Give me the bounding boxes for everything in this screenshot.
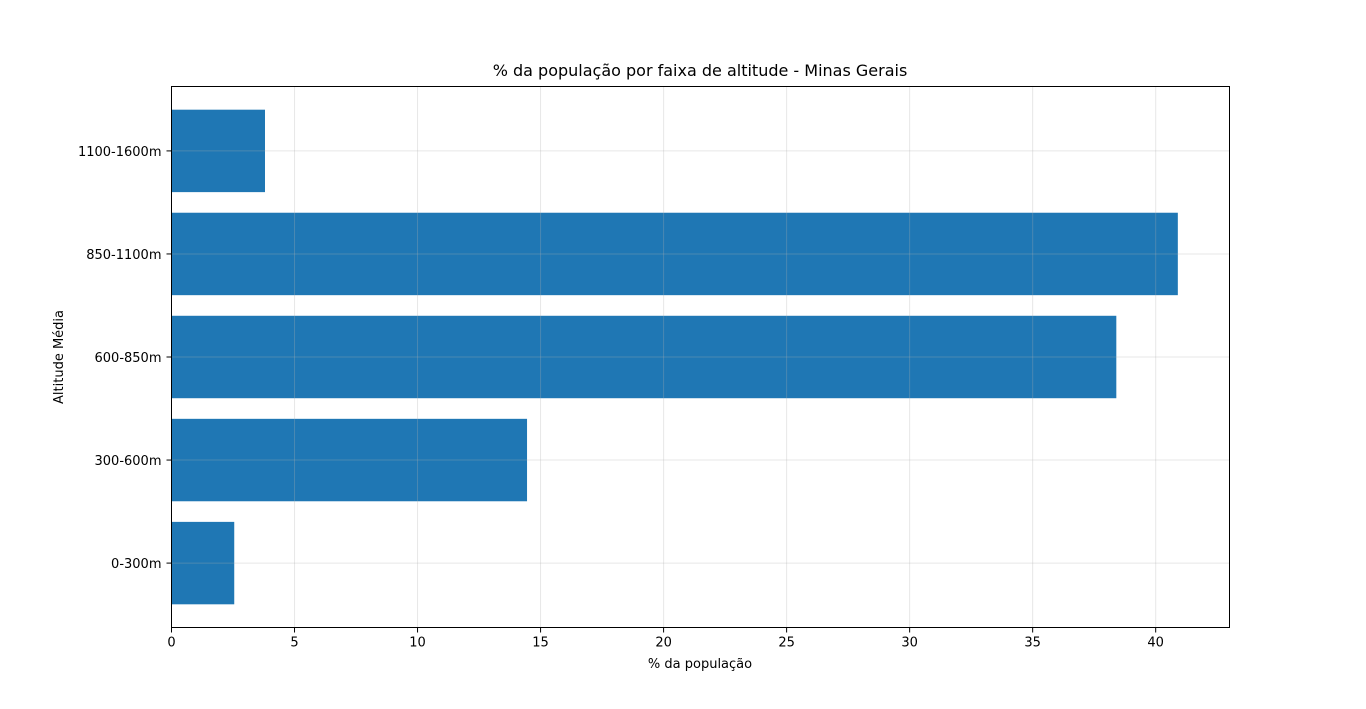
x-tick-label: 40 — [1147, 636, 1164, 651]
chart-title: % da população por faixa de altitude - M… — [493, 61, 908, 80]
y-axis-label: Altitude Média — [52, 310, 67, 404]
bar-1100-1600m — [171, 109, 265, 193]
x-tick-label: 5 — [290, 636, 298, 651]
bars — [171, 109, 1178, 605]
bar-600-850m — [171, 315, 1117, 399]
y-tick-label: 600-850m — [95, 351, 162, 366]
bar-850-1100m — [171, 212, 1178, 296]
x-tick-label: 35 — [1024, 636, 1041, 651]
x-tick-label: 30 — [901, 636, 918, 651]
x-tick-label: 15 — [532, 636, 549, 651]
y-tick-label: 300-600m — [95, 454, 162, 469]
x-tick-label: 10 — [409, 636, 426, 651]
bar-300-600m — [171, 418, 528, 502]
y-tick-label: 0-300m — [111, 557, 161, 572]
x-axis-ticks: 0 5 10 15 20 25 30 35 40 — [167, 627, 1164, 651]
x-axis-label: % da população — [648, 657, 752, 672]
grid-lines — [171, 86, 1230, 628]
x-tick-label: 0 — [167, 636, 175, 651]
y-axis-ticks: 0-300m 300-600m 600-850m 850-1100m 1100-1600… — [78, 145, 172, 572]
bar-0-300m — [171, 521, 235, 605]
y-tick-label: 850-1100m — [86, 248, 161, 263]
x-tick-label: 20 — [655, 636, 672, 651]
y-tick-label: 1100-1600m — [78, 145, 162, 160]
x-tick-label: 25 — [778, 636, 795, 651]
